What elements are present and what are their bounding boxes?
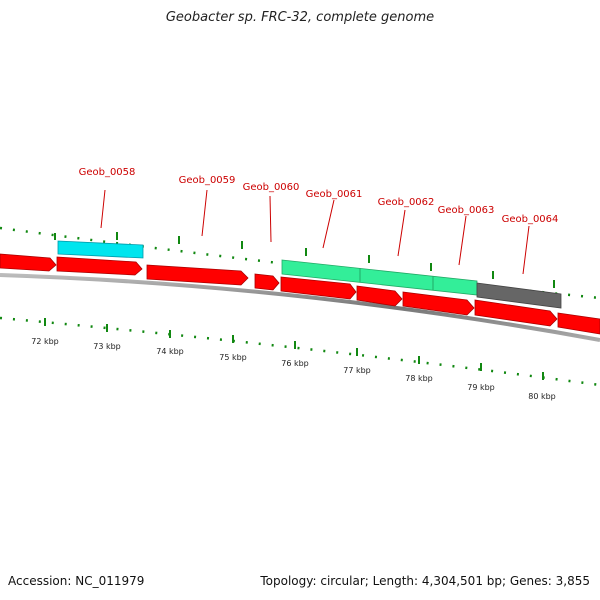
gene-arrow[interactable] xyxy=(146,264,249,286)
highlight-bar-gray[interactable] xyxy=(476,282,562,309)
axis-label: 72 kbp xyxy=(31,337,59,346)
gene-label[interactable]: Geob_0064 xyxy=(502,214,559,225)
gene-arrow[interactable] xyxy=(356,285,403,307)
gene-leader-line xyxy=(269,195,272,243)
gene-leader-line xyxy=(201,189,208,237)
gene-arrow[interactable] xyxy=(474,299,558,327)
inner-tick-ring xyxy=(0,316,600,387)
axis-label: 80 kbp xyxy=(528,392,556,401)
axis-label: 74 kbp xyxy=(156,347,184,356)
gene-arrow[interactable] xyxy=(0,253,57,272)
gene-arrow[interactable] xyxy=(280,276,357,300)
axis-label: 73 kbp xyxy=(93,342,121,351)
genome-summary-text: Topology: circular; Length: 4,304,501 bp… xyxy=(260,574,590,588)
axis-label: 78 kbp xyxy=(405,374,433,383)
gene-arrow[interactable] xyxy=(402,291,475,316)
gene-arrow[interactable] xyxy=(254,273,280,291)
accession-text: Accession: NC_011979 xyxy=(8,574,145,588)
gene-leader-line xyxy=(100,189,106,229)
gene-leader-line xyxy=(458,215,467,266)
gene-arrow[interactable] xyxy=(557,312,600,335)
axis-label: 77 kbp xyxy=(343,366,371,375)
map-title: Geobacter sp. FRC-32, complete genome xyxy=(165,10,435,25)
gene-label[interactable]: Geob_0061 xyxy=(306,189,363,200)
gene-leader-line xyxy=(397,209,406,257)
gene-label[interactable]: Geob_0062 xyxy=(378,197,435,208)
gene-label[interactable]: Geob_0058 xyxy=(79,167,136,178)
axis-label: 75 kbp xyxy=(219,353,247,362)
gene-label[interactable]: Geob_0063 xyxy=(438,205,495,216)
genome-backbone xyxy=(0,273,600,342)
axis-label: 79 kbp xyxy=(467,383,495,392)
highlight-bar-cyan[interactable] xyxy=(57,240,144,259)
gene-label[interactable]: Geob_0059 xyxy=(179,175,236,186)
gene-arrow[interactable] xyxy=(56,256,143,276)
gene-label[interactable]: Geob_0060 xyxy=(243,182,300,193)
gene-leader-line xyxy=(522,225,530,275)
axis-label: 76 kbp xyxy=(281,359,309,368)
gene-leader-line xyxy=(322,199,335,249)
